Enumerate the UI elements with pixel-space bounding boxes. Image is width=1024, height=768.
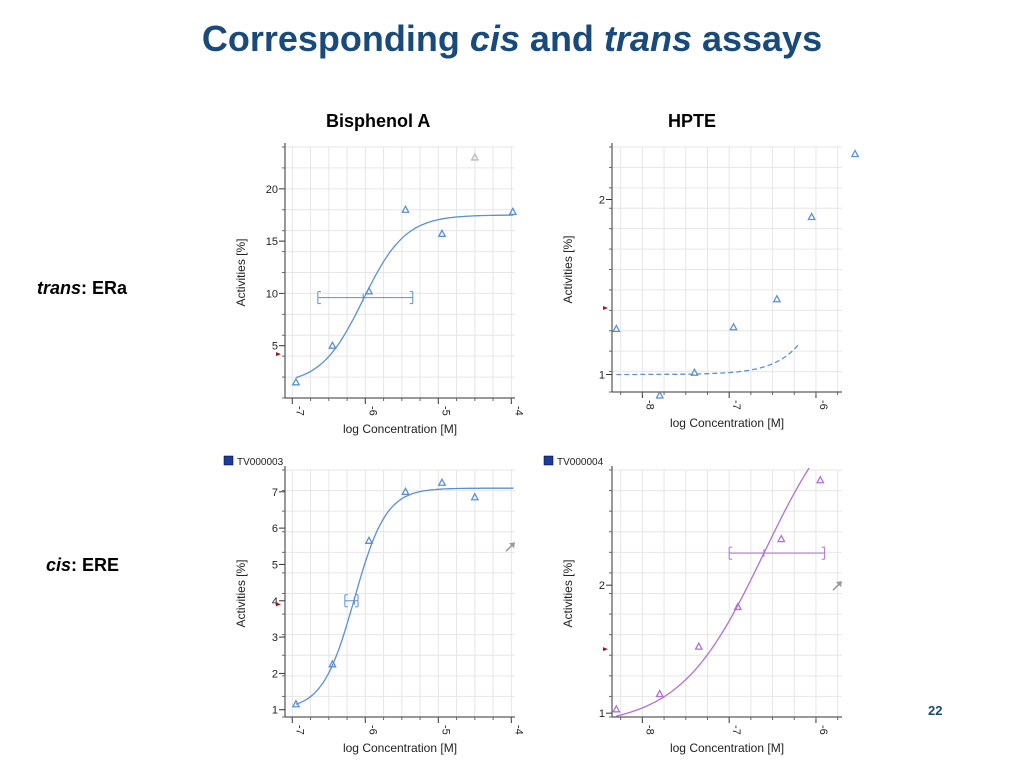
- x-tick-label: -7: [730, 400, 742, 410]
- data-point: [291, 377, 301, 386]
- data-point: [291, 699, 301, 708]
- y-tick-label: 2: [599, 195, 605, 207]
- chart-bpa-trans: 5 10 15 20 -7 -6 -5 -4 log Concentration [M] Acti…: [234, 143, 524, 436]
- y-tick-label: 10: [266, 288, 278, 300]
- y-tick-label: 2: [599, 580, 605, 592]
- axis-marker: [276, 352, 281, 357]
- y-axis-label: Activities [%]: [561, 235, 575, 303]
- data-point: [772, 294, 782, 303]
- ec50-confidence-interval: [344, 594, 359, 608]
- chart-grid: [285, 469, 515, 718]
- y-tick-label: 4: [272, 596, 278, 608]
- y-tick-label: 2: [272, 668, 278, 680]
- y-tick-label: 1: [599, 708, 605, 720]
- x-tick-label: -6: [817, 725, 829, 735]
- chart-hpte-cis: 1 2 -8 -7 -6 log Concentration [M] Activities …: [543, 455, 842, 755]
- data-point: [364, 286, 374, 295]
- x-tick-label: -6: [366, 406, 378, 416]
- x-tick-label: -4: [512, 406, 524, 416]
- chart-grid: [285, 146, 515, 399]
- x-axis-label: log Concentration [M]: [670, 416, 784, 430]
- y-tick-label: 20: [266, 184, 278, 196]
- ec50-confidence-interval: [317, 291, 414, 305]
- chart-hpte-trans: 1 2 -8 -7 -6 log Concentration [M] Activities …: [561, 143, 860, 430]
- axis-marker: [603, 306, 608, 310]
- axis-marker: [276, 602, 281, 607]
- data-point: [401, 204, 410, 213]
- data-point: [364, 535, 374, 544]
- x-tick-label: -5: [439, 406, 451, 416]
- legend-label: TV000003: [237, 457, 284, 468]
- y-tick-label: 5: [272, 559, 278, 571]
- y-tick-label: 1: [272, 705, 278, 717]
- y-tick-label: 6: [272, 523, 278, 535]
- x-tick-label: -7: [293, 406, 305, 416]
- y-tick-label: 5: [272, 341, 278, 353]
- y-tick-label: 3: [272, 632, 278, 644]
- x-axis-label: log Concentration [M]: [343, 422, 457, 436]
- data-point: [729, 322, 738, 331]
- data-point: [470, 152, 480, 161]
- fit-curve: [616, 468, 810, 717]
- data-point: [733, 602, 743, 611]
- data-point: [776, 534, 786, 543]
- x-tick-label: -5: [439, 725, 451, 735]
- legend-label: TV000004: [557, 457, 604, 468]
- data-point: [655, 689, 665, 698]
- ec50-confidence-interval: [728, 546, 826, 560]
- legend-swatch: [543, 455, 554, 466]
- x-tick-label: -7: [293, 725, 305, 735]
- data-point: [328, 659, 337, 668]
- y-tick-label: 1: [599, 370, 605, 382]
- chart-grid: [612, 146, 842, 393]
- x-tick-label: -7: [730, 725, 742, 735]
- data-point: [807, 212, 816, 221]
- x-axis-label: log Concentration [M]: [670, 741, 784, 755]
- data-point: [328, 340, 337, 349]
- data-point: [816, 475, 825, 484]
- x-tick-label: -8: [643, 400, 655, 410]
- row-label-cis: cis: ERE: [46, 555, 120, 575]
- data-point: [470, 492, 480, 501]
- data-point: [437, 477, 447, 486]
- column-heading-hpte: HPTE: [668, 111, 717, 131]
- data-point: [508, 206, 518, 215]
- y-tick-label: 15: [266, 236, 278, 248]
- y-axis-label: Activities [%]: [234, 238, 248, 306]
- data-point: [612, 324, 621, 333]
- data-point: [694, 641, 704, 650]
- data-point: [401, 486, 410, 495]
- page-number: 22: [928, 703, 943, 718]
- data-point: [437, 228, 447, 237]
- gray-arrow-icon: [832, 581, 842, 591]
- fit-curve: [616, 344, 800, 376]
- legend-swatch: [223, 455, 234, 466]
- gray-arrow-icon: [505, 542, 515, 552]
- data-point: [850, 149, 860, 158]
- x-axis-label: log Concentration [M]: [343, 741, 457, 755]
- y-tick-label: 7: [272, 487, 278, 499]
- column-heading-bisphenol-a: Bisphenol A: [326, 111, 431, 131]
- x-tick-label: -8: [643, 725, 655, 735]
- fit-curve: [295, 214, 514, 379]
- y-axis-label: Activities [%]: [561, 559, 575, 627]
- data-point: [655, 390, 665, 399]
- x-tick-label: -6: [366, 725, 378, 735]
- x-tick-label: -6: [817, 400, 829, 410]
- x-tick-label: -4: [512, 725, 524, 735]
- axis-marker: [603, 647, 608, 652]
- y-axis-label: Activities [%]: [234, 559, 248, 627]
- fit-curve: [295, 487, 514, 705]
- data-point: [690, 367, 699, 376]
- slide-title: Corresponding cis and trans assays: [201, 18, 823, 59]
- data-point: [612, 704, 621, 713]
- chart-bpa-cis: 1 2 3 4 5 6 7 -7 -6 -5 -4 log Concentration [M] Acti…: [223, 455, 524, 755]
- row-label-trans: trans: ERa: [37, 278, 128, 298]
- chart-grid: [612, 469, 842, 718]
